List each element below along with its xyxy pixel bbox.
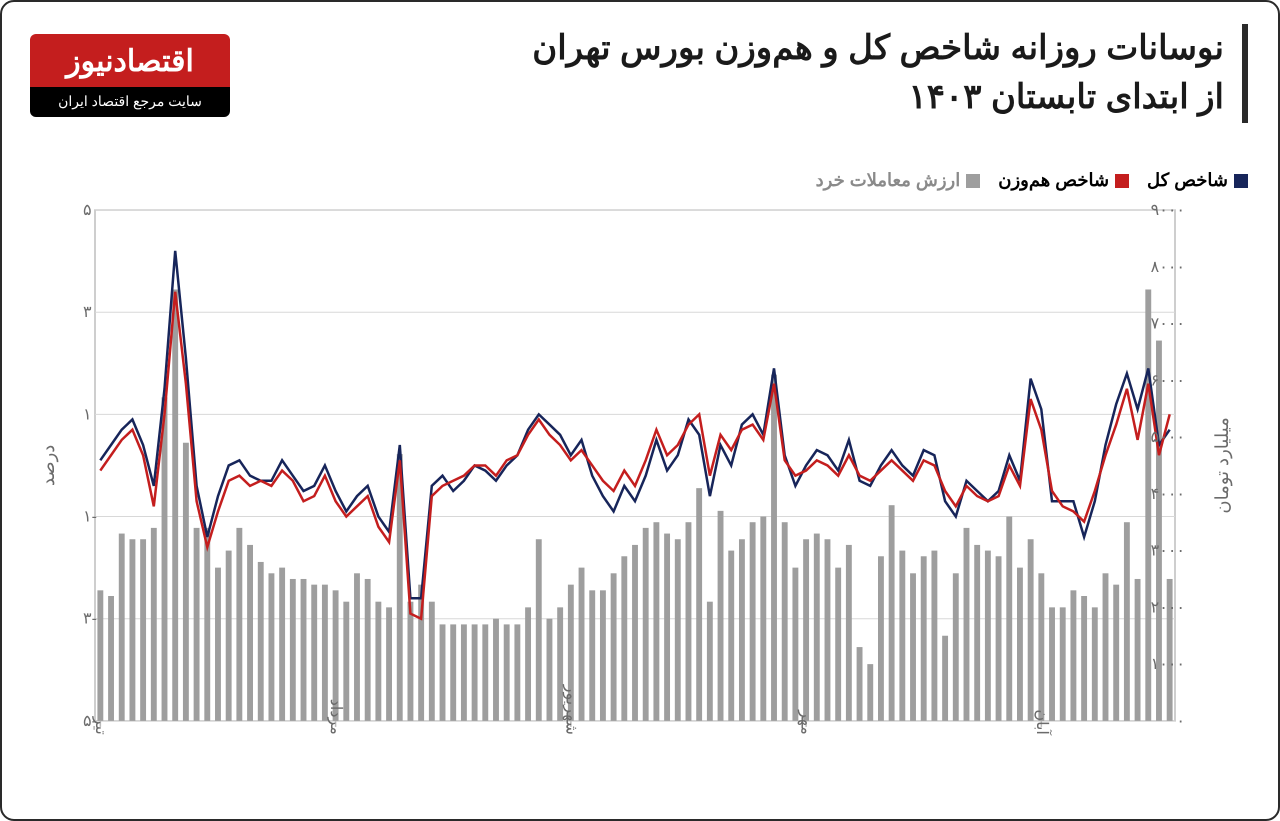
svg-text:-۱: -۱	[83, 509, 97, 526]
svg-text:مهر: مهر	[798, 709, 815, 735]
svg-text:۵: ۵	[83, 202, 92, 219]
legend-equal: شاخص هم‌وزن	[998, 170, 1129, 191]
logo-top: اقتصادنیوز	[30, 34, 230, 87]
svg-text:۳۰۰۰: ۳۰۰۰	[1151, 543, 1185, 560]
legend-total: شاخص کل	[1147, 170, 1248, 191]
svg-text:۸۰۰۰: ۸۰۰۰	[1151, 259, 1185, 276]
brand-logo: اقتصادنیوز سایت مرجع اقتصاد ایران	[30, 34, 230, 117]
svg-text:۰: ۰	[1176, 713, 1185, 730]
svg-text:آبان: آبان	[1033, 709, 1053, 736]
svg-text:۳: ۳	[83, 304, 92, 321]
title-line-1: نوسانات روزانه شاخص کل و هم‌وزن بورس تهر…	[532, 29, 1224, 67]
svg-text:۱۰۰۰: ۱۰۰۰	[1151, 656, 1185, 673]
svg-text:مرداد: مرداد	[327, 699, 344, 735]
svg-text:۹۰۰۰: ۹۰۰۰	[1151, 202, 1185, 219]
svg-text:۵۰۰۰: ۵۰۰۰	[1151, 429, 1185, 446]
swatch-equal	[1115, 174, 1129, 188]
svg-text:-۳: -۳	[83, 611, 97, 628]
legend: شاخص کل شاخص هم‌وزن ارزش معاملات خرد	[816, 170, 1248, 191]
combo-chart: ۵۳۱-۱-۳-۵درصد۹۰۰۰۸۰۰۰۷۰۰۰۶۰۰۰۵۰۰۰۴۰۰۰۳۰۰…	[40, 200, 1240, 791]
swatch-volume	[966, 174, 980, 188]
svg-text:میلیارد تومان: میلیارد تومان	[1212, 417, 1233, 513]
svg-text:درصد: درصد	[40, 445, 59, 486]
svg-text:شهریور: شهریور	[562, 684, 579, 735]
chart-title: نوسانات روزانه شاخص کل و هم‌وزن بورس تهر…	[532, 24, 1248, 123]
svg-text:۷۰۰۰: ۷۰۰۰	[1151, 316, 1185, 333]
svg-text:۶۰۰۰: ۶۰۰۰	[1151, 372, 1185, 389]
chart-area: ۵۳۱-۱-۳-۵درصد۹۰۰۰۸۰۰۰۷۰۰۰۶۰۰۰۵۰۰۰۴۰۰۰۳۰۰…	[40, 200, 1240, 791]
svg-text:۱: ۱	[83, 406, 92, 423]
logo-bottom: سایت مرجع اقتصاد ایران	[30, 87, 230, 117]
svg-text:۲۰۰۰: ۲۰۰۰	[1151, 599, 1185, 616]
title-line-2: از ابتدای تابستان ۱۴۰۳	[908, 78, 1224, 116]
svg-text:تیر: تیر	[92, 716, 109, 735]
svg-text:۴۰۰۰: ۴۰۰۰	[1151, 486, 1185, 503]
legend-volume: ارزش معاملات خرد	[816, 170, 981, 191]
swatch-total	[1234, 174, 1248, 188]
